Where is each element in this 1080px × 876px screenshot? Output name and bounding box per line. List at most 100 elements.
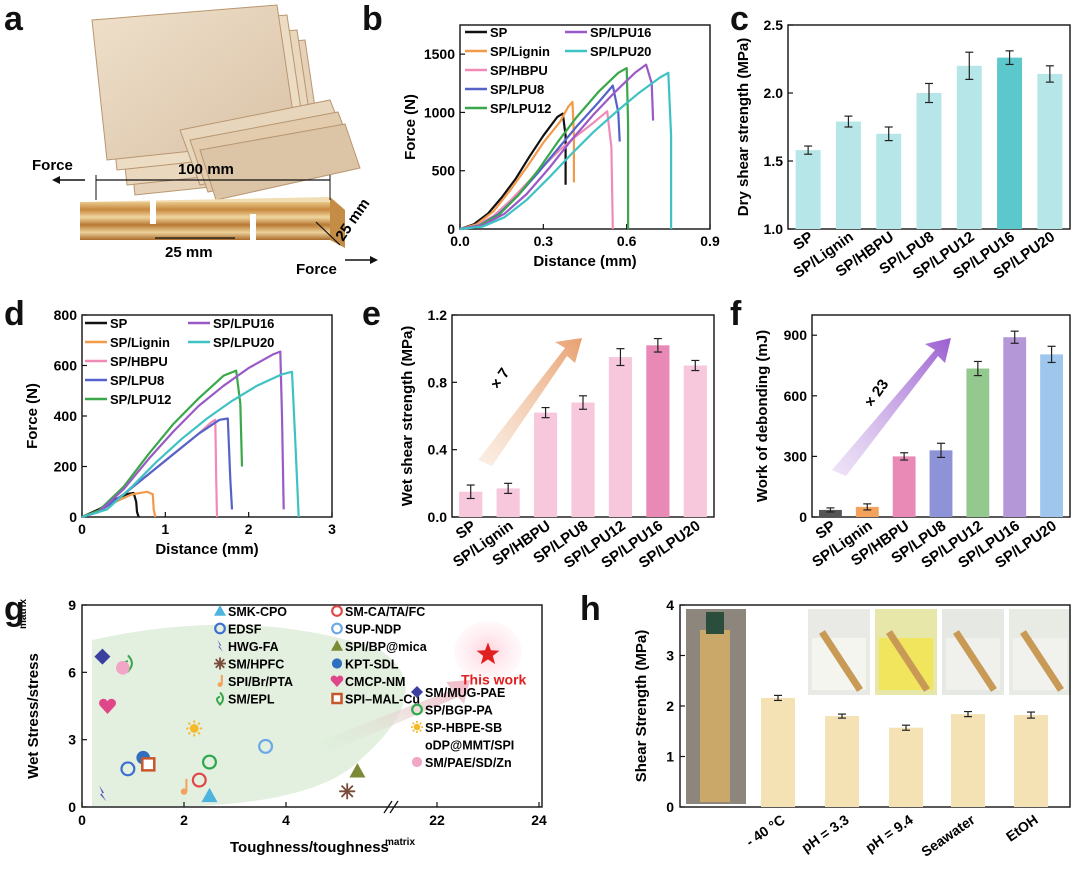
bar-sp-lpu8 — [929, 450, 953, 517]
x-tick-label: 0.9 — [700, 233, 720, 249]
photo-specimen-clamp — [706, 612, 724, 634]
panel-b-line-chart: 0 500 1000 1500 0.0 0.3 0.6 0.9 Distance (mm) For… — [402, 24, 720, 270]
marker-shape — [411, 686, 423, 698]
bar-sp-lpu20 — [683, 365, 707, 517]
marker-spi-bp-mica — [349, 763, 366, 778]
y-tick-label: 500 — [432, 163, 456, 179]
y-tick-label: 1 — [666, 749, 674, 765]
axis-break — [383, 800, 393, 814]
category-label-seawater: Seawater — [918, 811, 978, 860]
legend-label-sp-lpu20: SP/LPU20 — [590, 44, 651, 59]
marker-sm-ca-ta-fc — [191, 772, 207, 788]
marker-shape — [99, 698, 116, 714]
x-tick-label: 3 — [328, 521, 336, 537]
x-axis-label-sup: matrix — [385, 837, 415, 848]
y-tick-label: 3 — [68, 732, 76, 748]
bar-sp — [459, 491, 483, 517]
panel-h-bar-chart: 0 1 2 3 4 Shear Strength (MPa) - 40 °C pH = 3.3… — [633, 597, 1071, 860]
x-tick-label: 24 — [531, 812, 547, 828]
legend-label-sm-epl: SM/EPL — [228, 693, 275, 707]
bar-sp-lignin — [496, 488, 520, 517]
marker-hwg-fa — [99, 785, 107, 802]
plot-frame — [459, 24, 711, 230]
marker-shape — [331, 658, 343, 669]
marker-shape — [411, 756, 423, 768]
width-label: 100 mm — [178, 161, 234, 178]
marker-ray — [197, 722, 201, 726]
marker-ray — [187, 722, 191, 726]
panel-label-c: c — [730, 0, 749, 38]
marker-spi-bp-mica-legend — [331, 640, 343, 651]
legend-label-sm-pae-sd-zn: SM/PAE/SD/Zn — [425, 756, 512, 770]
y-tick-label: 900 — [784, 327, 808, 343]
bar-sp-lpu16 — [646, 345, 670, 517]
series-sp-lpu12 — [459, 66, 630, 231]
marker-spi-mal-cu — [141, 757, 156, 772]
y-tick-label: 0 — [69, 509, 77, 525]
legend-label-sp: SP — [110, 316, 128, 331]
y-tick-label: 400 — [54, 408, 78, 424]
y-tick-label: 0 — [68, 799, 76, 815]
y-tick-label: 0.4 — [428, 442, 448, 458]
panel-label-e: e — [362, 295, 381, 333]
series-sp-lpu8 — [81, 417, 234, 519]
photo-specimen-in-beaker — [886, 630, 930, 692]
plot-frame — [81, 604, 543, 808]
y-tick-label: 4 — [666, 597, 674, 613]
y-tick-label: 300 — [784, 448, 808, 464]
panel-label-d: d — [4, 295, 25, 333]
bar-sp-lpu20 — [1040, 354, 1063, 517]
y-axis-label: Wet Stress/stress — [25, 653, 42, 779]
bar-etoh — [1014, 715, 1048, 807]
marker-sm-hpfc-legend — [214, 657, 226, 670]
series-sp-lpu16 — [459, 63, 655, 231]
x-tick-label: 0.0 — [450, 233, 470, 249]
bar-sp-lpu20 — [1037, 73, 1063, 230]
legend-label-smk-cpo: SMK-CPO — [228, 605, 287, 619]
marker-sup-ndp — [258, 738, 274, 754]
series-sp-lignin — [459, 100, 576, 231]
legend-label-sp-lpu8: SP/LPU8 — [110, 373, 164, 388]
bar-sp-lpu12 — [966, 368, 990, 517]
x-tick-label: 2 — [245, 521, 253, 537]
marker-shape — [331, 640, 343, 651]
x-tick-label: 0 — [78, 812, 86, 828]
marker-cmcp-nm-legend — [330, 675, 344, 687]
legend-label-odp-mmt-spi: oDP@MMT/SPI — [425, 739, 514, 753]
legend-label-sp-lpu16: SP/LPU16 — [213, 316, 274, 331]
x-tick-label: 22 — [429, 812, 445, 828]
bar-sp-lpu16 — [1003, 337, 1027, 517]
marker-kpt-sdl-legend — [331, 658, 343, 669]
marker-shape — [411, 703, 423, 716]
legend-label-sp: SP — [490, 25, 508, 40]
y-axis-label: Work of debonding (mJ) — [754, 330, 771, 502]
y-tick-label: 0 — [666, 799, 674, 815]
x-axis-label: Distance (mm) — [533, 253, 636, 270]
category-label-ph-9-4: pH = 9.4 — [862, 811, 916, 855]
y-tick-label: 200 — [54, 459, 78, 475]
bar-sp — [795, 150, 821, 229]
x-tick-label: 0.3 — [534, 233, 554, 249]
y-tick-label: 0 — [799, 509, 807, 525]
legend-label-sm-hpfc: SM/HPFC — [228, 658, 284, 672]
marker-ray — [340, 784, 354, 798]
marker-shape — [331, 605, 343, 617]
legend-label-sm-mug-pae: SM/MUG-PAE — [425, 686, 505, 700]
y-tick-label: 0.0 — [428, 509, 448, 525]
legend-label-sp-lignin: SP/Lignin — [490, 44, 550, 59]
bar-seawater — [951, 714, 985, 807]
y-tick-label: 6 — [68, 664, 76, 680]
marker-ray — [419, 722, 422, 725]
y-tick-label: 2.5 — [764, 17, 784, 33]
marker-shape — [202, 754, 218, 770]
y-tick-label: 0 — [447, 221, 455, 237]
this-work-arrow — [322, 680, 470, 752]
axis-break — [389, 800, 399, 814]
bar-sp-lpu12 — [956, 65, 982, 229]
bar-sp-lignin — [855, 506, 879, 517]
marker-hwg-fa-legend — [217, 640, 223, 652]
series-sp-lpu20 — [459, 71, 673, 231]
marker-sm-ca-ta-fc-legend — [331, 605, 343, 617]
bar-sp-hbpu — [876, 133, 902, 229]
